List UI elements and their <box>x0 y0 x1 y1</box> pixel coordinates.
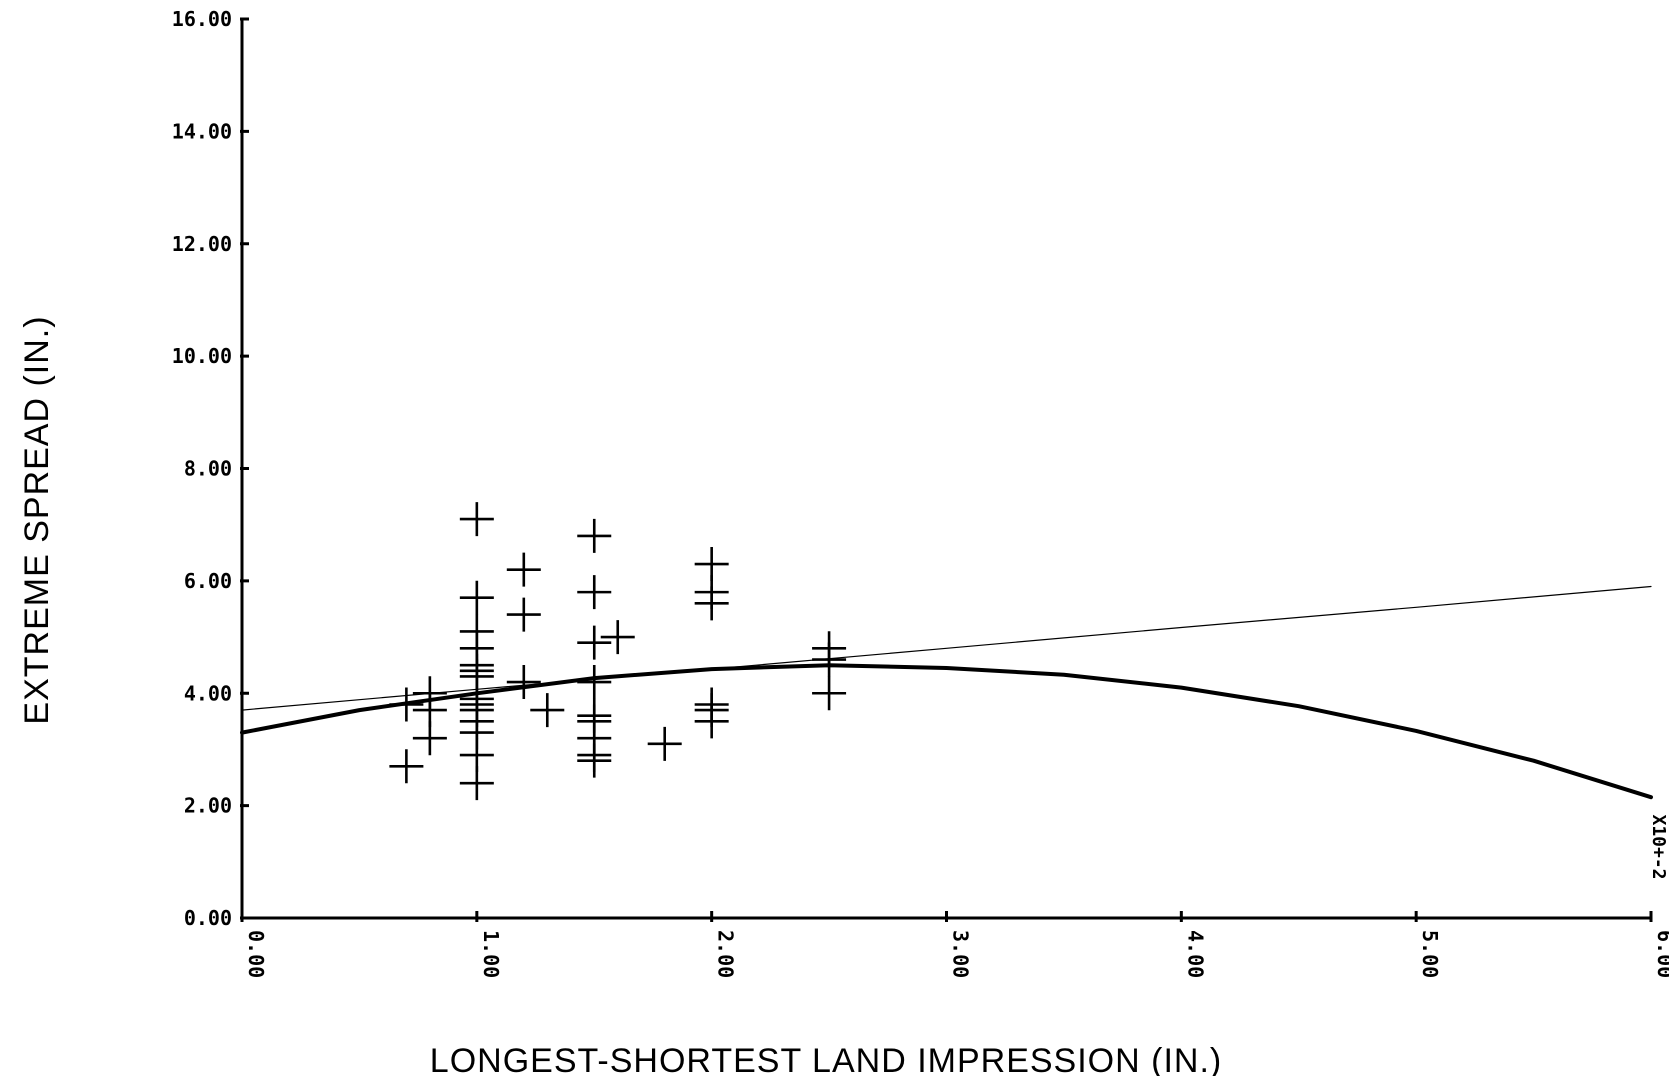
y-tick-label: 6.00 <box>184 569 232 593</box>
y-axis-title: EXTREME SPREAD (IN.) <box>18 315 56 724</box>
data-point-plus-marker <box>577 665 612 700</box>
data-point-plus-marker <box>647 726 682 761</box>
x-axis-multiplier-label: X10+-2 <box>1648 814 1669 879</box>
linear-fit-line <box>241 585 1652 711</box>
data-point-plus-marker <box>694 704 729 739</box>
data-point-plus-marker <box>577 743 612 778</box>
axes <box>240 19 1651 920</box>
x-axis-title: LONGEST-SHORTEST LAND IMPRESSION (IN.) <box>430 1042 1222 1076</box>
x-tick-label: 4.00 <box>1183 930 1207 978</box>
data-point-plus-marker <box>389 687 424 722</box>
axis-ticks: 0.00 2.00 4.00 6.00 8.00 10.00 12.00 14.00 16.00… <box>172 7 1669 978</box>
y-tick-label: 8.00 <box>184 457 232 481</box>
quadratic-fit-curve <box>240 663 1653 800</box>
data-point-plus-marker <box>506 597 541 632</box>
y-tick-label: 4.00 <box>184 681 232 705</box>
x-tick-label: 0.00 <box>244 930 268 978</box>
data-point-plus-marker <box>459 580 494 615</box>
x-tick-label: 1.00 <box>479 930 503 978</box>
data-point-plus-marker <box>412 721 447 756</box>
x-tick-label: 3.00 <box>949 930 973 978</box>
data-point-plus-marker <box>812 642 847 677</box>
data-point-plus-marker <box>577 518 612 553</box>
x-tick-label: 6.00 <box>1653 930 1669 978</box>
data-point-plus-marker <box>577 575 612 610</box>
data-point-plus-marker <box>577 625 612 660</box>
data-point-plus-marker <box>459 502 494 537</box>
data-point-plus-marker <box>459 766 494 801</box>
data-point-plus-marker <box>530 693 565 728</box>
y-tick-label: 0.00 <box>184 906 232 930</box>
x-tick-label: 2.00 <box>714 930 738 978</box>
data-point-plus-marker <box>506 665 541 700</box>
y-tick-label: 16.00 <box>172 7 232 31</box>
data-points <box>389 502 847 801</box>
data-point-plus-marker <box>812 676 847 711</box>
y-tick-label: 12.00 <box>172 232 232 256</box>
data-point-plus-marker <box>506 552 541 587</box>
fit-lines <box>240 585 1653 800</box>
y-tick-label: 14.00 <box>172 119 232 143</box>
x-tick-label: 5.00 <box>1418 930 1442 978</box>
data-point-plus-marker <box>694 586 729 621</box>
y-tick-label: 10.00 <box>172 344 232 368</box>
data-point-plus-marker <box>600 620 635 655</box>
data-point-plus-marker <box>389 749 424 784</box>
y-tick-label: 2.00 <box>184 794 232 818</box>
